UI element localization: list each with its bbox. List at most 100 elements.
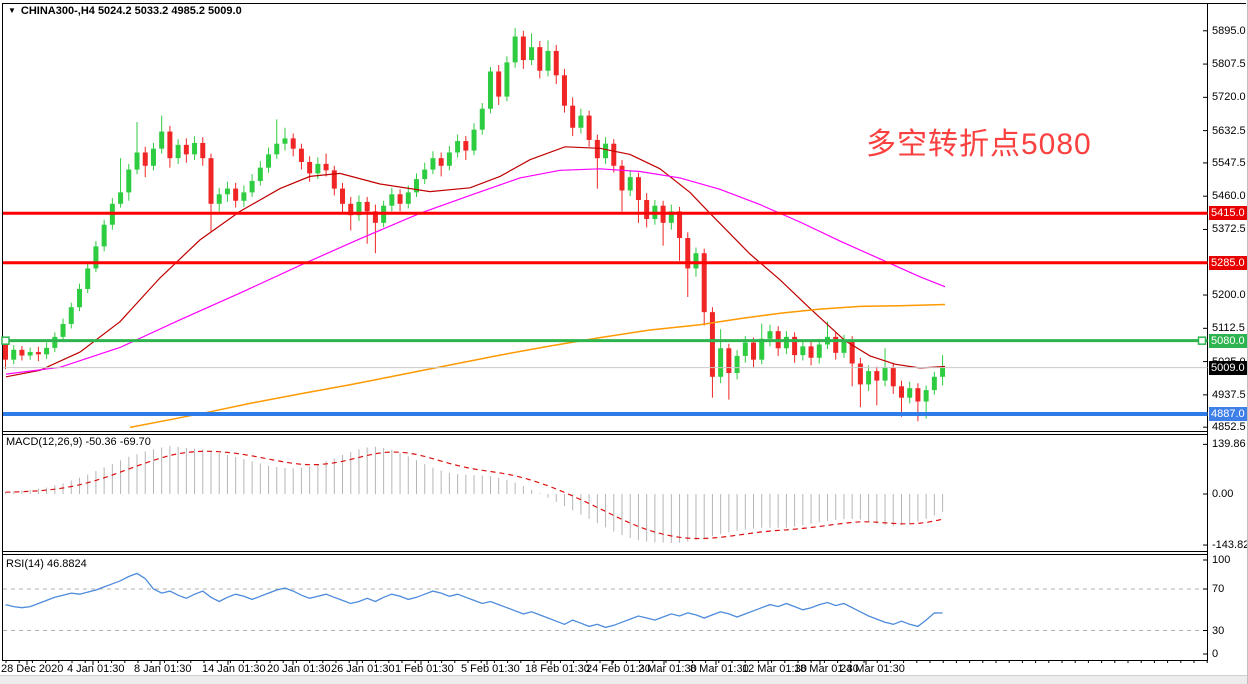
price-tick-label: 5807.5 — [1212, 58, 1246, 71]
candle-up — [907, 388, 913, 398]
candle-up — [529, 47, 535, 61]
price-badge-4887.0: 4887.0 — [1209, 407, 1248, 422]
hline-handle[interactable] — [1, 336, 10, 345]
candle-up — [603, 143, 609, 159]
macd-tick-label: 0.00 — [1212, 488, 1234, 500]
rsi-tick-label: 70 — [1212, 583, 1225, 595]
candle-down — [520, 36, 526, 61]
candle-up — [68, 307, 74, 324]
candle-up — [512, 36, 518, 63]
ma-slow-line — [129, 303, 946, 429]
symbol-title: ▼ CHINA300-,H4 5024.2 5033.2 4985.2 5009.… — [8, 5, 242, 17]
candle-up — [816, 344, 822, 358]
price-badge-5080.0: 5080.0 — [1209, 333, 1248, 348]
candle-up — [940, 367, 946, 377]
date-label: 26 Jan 01:30 — [331, 663, 395, 675]
candle-up — [767, 331, 773, 339]
candle-up — [274, 143, 280, 155]
candle-up — [249, 180, 255, 193]
date-label: 28 Dec 2020 — [1, 663, 64, 675]
rsi-line — [5, 572, 943, 629]
candle-down — [792, 336, 798, 356]
date-label: 8 Mar 01:30 — [690, 663, 749, 675]
symbol-ohlc-label: CHINA300-,H4 5024.2 5033.2 4985.2 5009.0 — [20, 5, 242, 17]
price-tick-label: 5200.0 — [1212, 289, 1246, 302]
price-badge-5009.0: 5009.0 — [1209, 360, 1248, 375]
candle-down — [874, 371, 880, 381]
candle-up — [159, 131, 165, 149]
price-badge-5415.0: 5415.0 — [1209, 206, 1248, 221]
price-tick-label: 5720.0 — [1212, 91, 1246, 104]
price-annotation[interactable]: 多空转折点5080 — [866, 128, 1092, 161]
ma-fast-line — [5, 146, 946, 378]
candle-up — [718, 348, 724, 377]
candle-up — [759, 338, 765, 360]
candle-up — [134, 152, 140, 170]
candle-up — [150, 148, 156, 166]
candle-down — [142, 152, 148, 166]
candle-down — [635, 177, 641, 200]
candle-down — [611, 143, 617, 166]
date-label: 24 Mar 01:30 — [840, 663, 905, 675]
candle-up — [241, 192, 247, 201]
candle-down — [331, 170, 337, 189]
candle-down — [619, 165, 625, 191]
price-tick-label: 5112.5 — [1212, 322, 1245, 335]
candle-up — [266, 154, 272, 168]
candle-up — [734, 355, 740, 373]
candle-up — [76, 288, 82, 308]
candle-up — [27, 352, 33, 356]
candle-down — [340, 188, 346, 204]
rsi-tick-label: 0 — [1212, 648, 1219, 660]
macd-indicator-label: MACD(12,26,9) -50.36 -69.70 — [6, 436, 151, 448]
date-label: 20 Jan 01:30 — [267, 663, 331, 675]
date-label: 5 Feb 01:30 — [461, 663, 520, 675]
date-label: 2 Mar 01:30 — [638, 663, 697, 675]
candle-up — [923, 390, 929, 402]
candle-down — [833, 336, 839, 353]
candle-down — [553, 50, 559, 76]
candle-up — [931, 376, 937, 391]
candle-down — [397, 194, 403, 204]
candle-up — [430, 158, 436, 170]
candle-up — [224, 188, 230, 195]
one-click-marker-icon[interactable]: ▼ — [8, 6, 16, 15]
candle-up — [126, 169, 132, 193]
date-label: 1 Feb 01:30 — [395, 663, 454, 675]
candle-up — [693, 253, 699, 269]
macd-tick-label: -143.82 — [1212, 539, 1248, 552]
ma-mid-line — [5, 168, 946, 375]
candle-up — [315, 163, 321, 174]
candle-down — [183, 144, 189, 155]
candle-up — [11, 349, 17, 360]
candle-up — [882, 367, 888, 381]
candle-down — [537, 47, 543, 71]
candle-down — [290, 138, 296, 149]
candle-down — [561, 75, 567, 106]
macd-signal-line — [5, 450, 943, 540]
price-tick-label: 5372.5 — [1212, 223, 1246, 236]
date-label: 24 Feb 01:30 — [586, 663, 651, 675]
candle-down — [751, 342, 757, 360]
candle-down — [726, 348, 732, 373]
window-bottom-strip — [0, 675, 1248, 684]
date-label: 12 Mar 01:30 — [742, 663, 807, 675]
candle-down — [915, 388, 921, 402]
candle-down — [890, 367, 896, 387]
date-label: 4 Jan 01:30 — [67, 663, 125, 675]
candle-down — [709, 312, 715, 377]
candle-down — [594, 139, 600, 159]
candle-up — [783, 336, 789, 349]
hline-handle[interactable] — [1197, 336, 1207, 345]
candle-down — [677, 211, 683, 239]
candle-up — [841, 340, 847, 353]
candle-down — [570, 105, 576, 128]
candle-down — [701, 253, 707, 313]
candle-up — [356, 201, 362, 216]
candle-down — [208, 158, 214, 204]
price-tick-label: 4852.5 — [1212, 421, 1246, 434]
candle-down — [323, 163, 329, 171]
candle-up — [422, 169, 428, 180]
candle-up — [257, 167, 263, 181]
